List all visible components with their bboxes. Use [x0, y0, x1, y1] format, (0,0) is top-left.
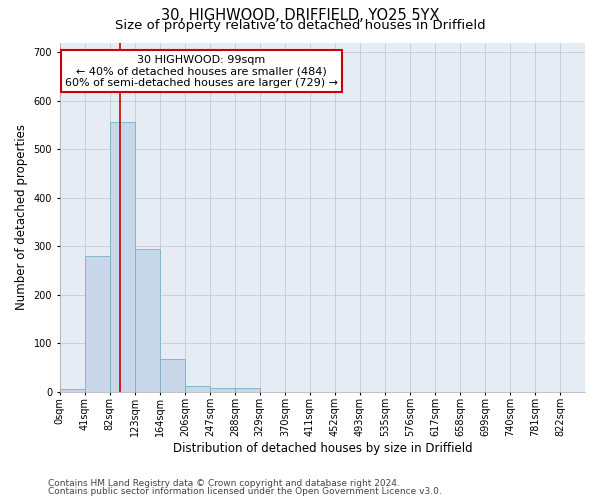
Bar: [135, 250, 160, 392]
Y-axis label: Number of detached properties: Number of detached properties: [15, 124, 28, 310]
Text: Size of property relative to detached houses in Driffield: Size of property relative to detached ho…: [115, 19, 485, 32]
Bar: [160, 358, 185, 392]
Text: 30 HIGHWOOD: 99sqm
← 40% of detached houses are smaller (484)
60% of semi-detach: 30 HIGHWOOD: 99sqm ← 40% of detached hou…: [65, 54, 338, 88]
Bar: [59, 389, 85, 392]
Bar: [185, 386, 210, 392]
X-axis label: Distribution of detached houses by size in Driffield: Distribution of detached houses by size …: [173, 442, 472, 455]
Text: Contains HM Land Registry data © Crown copyright and database right 2024.: Contains HM Land Registry data © Crown c…: [48, 478, 400, 488]
Text: 30, HIGHWOOD, DRIFFIELD, YO25 5YX: 30, HIGHWOOD, DRIFFIELD, YO25 5YX: [161, 8, 439, 22]
Bar: [235, 388, 260, 392]
Text: Contains public sector information licensed under the Open Government Licence v3: Contains public sector information licen…: [48, 487, 442, 496]
Bar: [85, 256, 110, 392]
Bar: [110, 122, 135, 392]
Bar: [210, 388, 235, 392]
